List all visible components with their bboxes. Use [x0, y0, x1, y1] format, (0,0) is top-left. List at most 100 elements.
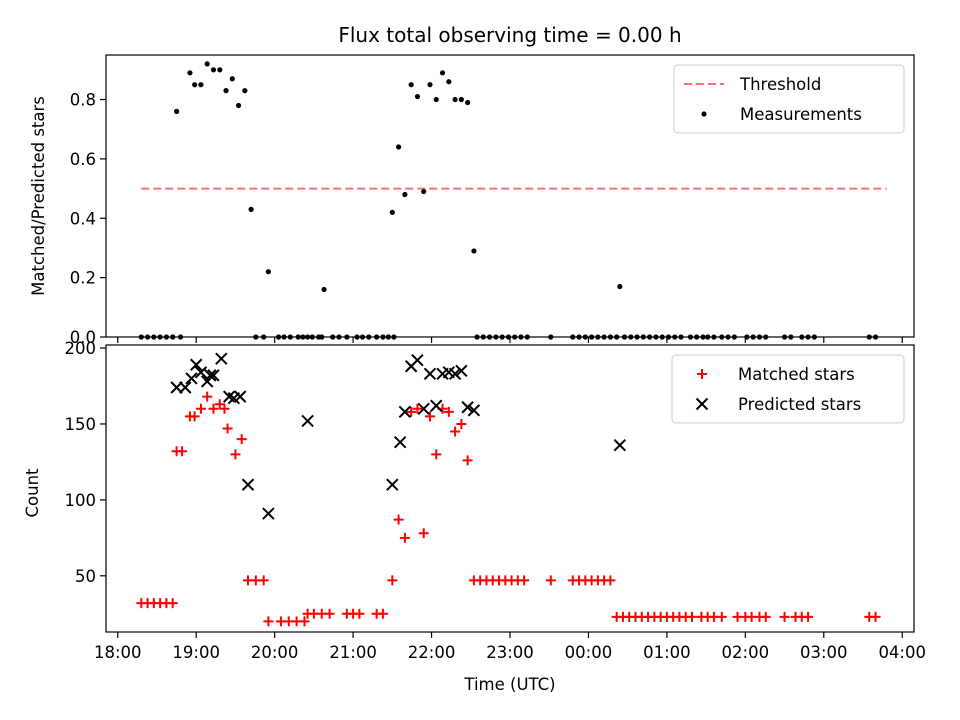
predicted-stars-point	[207, 369, 220, 382]
matched-stars-point	[167, 598, 178, 609]
matched-stars-point	[236, 434, 247, 445]
measurement-point	[446, 79, 452, 85]
measurement-point	[204, 61, 210, 67]
measurement-point	[389, 209, 395, 215]
matched-stars-point	[219, 403, 230, 414]
matched-stars-point	[399, 532, 410, 543]
measurement-point	[711, 334, 717, 340]
matched-stars-point	[387, 575, 398, 586]
top-y-tick-label: 0.6	[70, 150, 96, 169]
measurement-point	[248, 206, 254, 212]
predicted-stars-point	[204, 369, 217, 382]
measurement-point	[576, 334, 582, 340]
measurement-point	[414, 93, 421, 100]
measurement-point	[287, 334, 293, 340]
predicted-stars-point	[241, 478, 255, 491]
x-tick-label: 23:00	[486, 643, 534, 662]
bottom-y-tick-label: 50	[75, 567, 96, 586]
measurement-point	[725, 334, 731, 340]
matched-stars-point	[870, 611, 881, 622]
measurement-point	[198, 82, 204, 88]
measurement-point	[192, 82, 198, 88]
top-y-tick-label: 0.2	[70, 269, 96, 288]
measurement-point	[694, 334, 700, 340]
top-y-tick-label: 0.8	[70, 91, 96, 110]
measurement-point	[799, 334, 805, 340]
measurement-point	[756, 334, 763, 340]
measurement-point	[705, 334, 711, 340]
measurement-point	[628, 334, 634, 340]
matched-stars-point	[222, 423, 233, 434]
legend-measurements-swatch	[701, 111, 707, 117]
measurement-point	[217, 67, 223, 73]
measurement-point	[177, 334, 184, 340]
measurement-point	[471, 248, 477, 254]
matched-stars-point	[202, 391, 213, 402]
predicted-stars-point	[467, 404, 481, 417]
measurement-point	[336, 334, 342, 340]
legend-entry-label: Threshold	[739, 75, 821, 94]
measurement-point	[174, 108, 180, 114]
predicted-stars-point	[423, 367, 437, 381]
measurement-point	[493, 334, 499, 340]
measurement-point	[319, 334, 325, 340]
matched-stars-point	[258, 575, 269, 586]
predicted-stars-point	[430, 399, 443, 412]
measurement-point	[678, 334, 684, 340]
matched-stars-point	[393, 514, 404, 525]
matched-stars-point	[418, 528, 429, 539]
measurement-point	[588, 334, 595, 340]
legend-entry-label: Matched stars	[738, 365, 855, 384]
measurement-point	[518, 334, 524, 340]
measurement-point	[275, 334, 282, 340]
matched-stars-point	[208, 403, 219, 414]
measurement-point	[242, 88, 248, 94]
measurement-point	[295, 334, 301, 340]
measurement-point	[427, 82, 433, 88]
measurement-point	[687, 334, 694, 340]
matched-stars-point	[605, 575, 616, 586]
matched-stars-point	[545, 575, 556, 586]
measurement-point	[223, 88, 229, 94]
matched-stars-point	[462, 455, 473, 466]
measurement-point	[305, 334, 311, 340]
measurement-point	[634, 334, 640, 340]
measurement-point	[653, 334, 659, 340]
measurement-point	[144, 334, 151, 340]
matched-stars-point	[803, 611, 814, 622]
predicted-stars-point	[301, 414, 314, 428]
measurement-point	[385, 334, 392, 340]
predicted-stars-point	[455, 364, 468, 378]
matched-stars-point	[412, 403, 423, 414]
matched-stars-point	[456, 418, 467, 429]
x-tick-label: 19:00	[172, 643, 220, 662]
matched-stars-point	[779, 611, 790, 622]
bottom-y-tick-label: 100	[65, 491, 97, 510]
top-legend-box	[673, 64, 905, 134]
matched-stars-point	[324, 608, 335, 619]
measurement-point	[788, 334, 794, 340]
measurement-point	[439, 70, 446, 76]
measurement-point	[621, 334, 628, 340]
measurement-point	[421, 188, 427, 195]
measurement-point	[452, 96, 458, 103]
legend-entry-label: Measurements	[740, 105, 862, 124]
predicted-stars-point	[393, 435, 407, 449]
bottom-series-matched-stars	[136, 391, 881, 627]
legend-predicted-swatch	[695, 397, 709, 411]
top-y-tick-label: 0.4	[70, 209, 96, 228]
measurement-point	[380, 334, 386, 340]
measurement-point	[548, 334, 554, 340]
measurement-point	[474, 334, 480, 340]
predicted-stars-point	[398, 405, 412, 419]
measurement-point	[366, 334, 372, 340]
measurement-point	[781, 334, 788, 340]
measurement-point	[309, 334, 315, 340]
measurement-point	[570, 334, 576, 340]
measurement-point	[665, 334, 672, 340]
predicted-stars-point	[411, 353, 424, 367]
measurement-point	[672, 334, 678, 340]
matched-stars-point	[263, 616, 274, 627]
x-tick-label: 02:00	[722, 643, 770, 662]
